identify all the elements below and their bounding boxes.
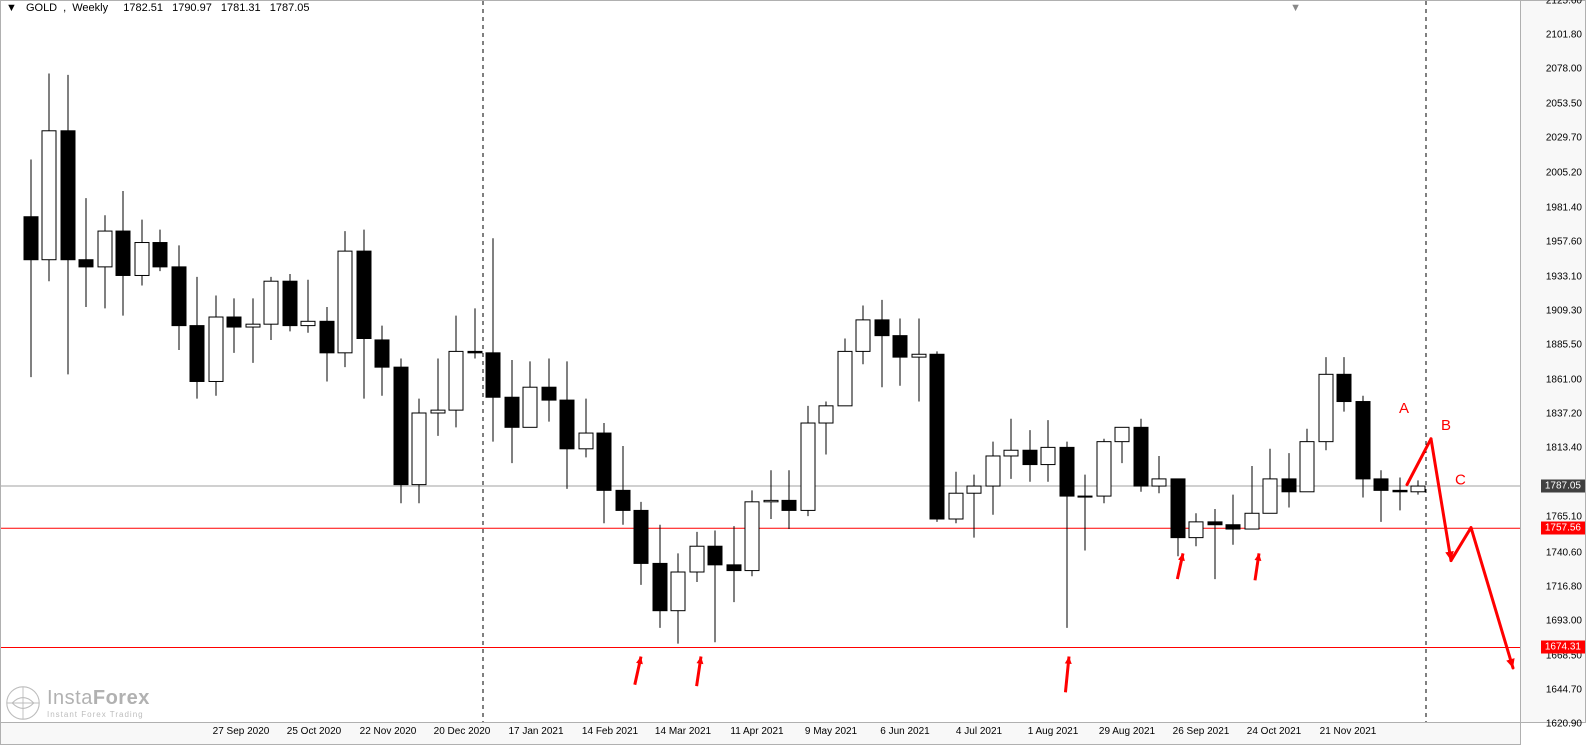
chart-container: ▼ GOLD,Weekly 1782.51 1790.97 1781.31 17… xyxy=(0,0,1586,745)
time-tick: 29 Aug 2021 xyxy=(1099,726,1155,737)
price-tick: 1909.30 xyxy=(1546,305,1582,316)
svg-text:B: B xyxy=(1441,417,1451,434)
time-tick: 22 Nov 2020 xyxy=(360,726,417,737)
time-tick: 26 Sep 2021 xyxy=(1173,726,1230,737)
price-tick: 1813.40 xyxy=(1546,443,1582,454)
price-tick: 2078.00 xyxy=(1546,64,1582,75)
svg-text:C: C xyxy=(1455,472,1466,489)
time-tick: 21 Nov 2021 xyxy=(1320,726,1377,737)
ohlc-close: 1787.05 xyxy=(270,2,310,14)
scroll-hint-icon[interactable]: ▼ xyxy=(1290,2,1301,14)
logo-icon xyxy=(5,685,41,721)
time-tick: 17 Jan 2021 xyxy=(508,726,563,737)
price-tick: 2005.20 xyxy=(1546,168,1582,179)
time-tick: 25 Oct 2020 xyxy=(287,726,341,737)
price-tick: 1716.80 xyxy=(1546,581,1582,592)
time-tick: 6 Jun 2021 xyxy=(880,726,930,737)
price-tick: 2029.70 xyxy=(1546,133,1582,144)
time-tick: 14 Feb 2021 xyxy=(582,726,638,737)
price-tick: 2101.80 xyxy=(1546,30,1582,41)
time-tick: 4 Jul 2021 xyxy=(956,726,1002,737)
price-tick: 1644.70 xyxy=(1546,684,1582,695)
price-tick: 1933.10 xyxy=(1546,271,1582,282)
time-axis[interactable]: 27 Sep 2020 25 Oct 2020 22 Nov 2020 20 Dec … xyxy=(0,723,1521,745)
time-tick: 27 Sep 2020 xyxy=(213,726,270,737)
logo-tagline: Instant Forex Trading xyxy=(47,710,150,719)
time-tick: 14 Mar 2021 xyxy=(655,726,711,737)
price-tick: 1861.00 xyxy=(1546,375,1582,386)
chart-title-bar: ▼ GOLD,Weekly 1782.51 1790.97 1781.31 17… xyxy=(6,2,316,14)
ohlc-low: 1781.31 xyxy=(221,2,261,14)
price-level-badge: 1674.31 xyxy=(1541,641,1585,654)
ohlc-open: 1782.51 xyxy=(123,2,163,14)
price-level-badge: 1757.56 xyxy=(1541,522,1585,535)
time-tick: 1 Aug 2021 xyxy=(1028,726,1079,737)
price-tick: 1620.90 xyxy=(1546,719,1582,730)
price-tick: 1957.60 xyxy=(1546,236,1582,247)
ohlc-high: 1790.97 xyxy=(172,2,212,14)
watermark-logo: InstaForex Instant Forex Trading xyxy=(5,685,150,721)
price-tick: 1885.50 xyxy=(1546,339,1582,350)
time-tick: 11 Apr 2021 xyxy=(730,726,783,737)
price-level-badge: 1787.05 xyxy=(1541,479,1585,492)
price-axis[interactable]: 2125.60 2101.80 2078.00 2053.50 2029.70 2005.… xyxy=(1521,0,1586,723)
symbol-label: GOLD xyxy=(26,2,57,14)
price-tick: 2053.50 xyxy=(1546,99,1582,110)
chart-plot-area[interactable]: A B C xyxy=(0,0,1521,723)
price-tick: 2125.60 xyxy=(1546,0,1582,7)
svg-text:A: A xyxy=(1399,400,1409,417)
time-tick: 9 May 2021 xyxy=(805,726,857,737)
chart-svg: A B C xyxy=(1,1,1520,722)
price-tick: 1837.20 xyxy=(1546,409,1582,420)
time-tick: 24 Oct 2021 xyxy=(1247,726,1301,737)
dropdown-icon[interactable]: ▼ xyxy=(6,2,17,14)
logo-text: InstaForex xyxy=(47,687,150,710)
timeframe-label: Weekly xyxy=(72,2,108,14)
price-tick: 1740.60 xyxy=(1546,547,1582,558)
time-tick: 20 Dec 2020 xyxy=(434,726,491,737)
price-tick: 1981.40 xyxy=(1546,202,1582,213)
price-tick: 1693.00 xyxy=(1546,615,1582,626)
